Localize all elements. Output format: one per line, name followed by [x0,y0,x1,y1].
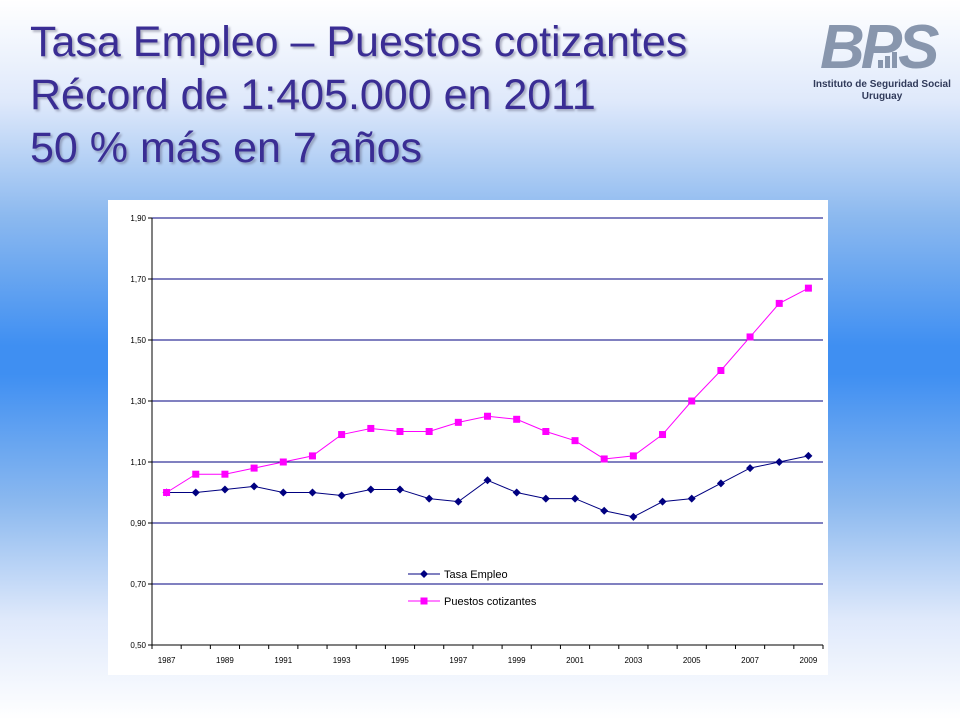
series-1-point-2005 [687,494,696,503]
bps-logo-bars-icon [878,52,897,68]
series-1-point-2004 [658,497,667,506]
series-1-point-1992 [308,488,317,497]
x-tick-label-1993: 1993 [333,656,351,665]
y-tick-label-6: 1,70 [130,275,146,284]
y-tick-label-7: 1,90 [130,214,146,223]
series-1-point-1991 [279,488,288,497]
x-tick-label-2005: 2005 [683,656,701,665]
x-tick-label-2001: 2001 [566,656,584,665]
x-tick-label-2009: 2009 [800,656,818,665]
series-2-point-1989 [221,470,229,478]
y-tick-label-3: 1,10 [130,458,146,467]
line-chart: 0,50 0,70 0,90 1,10 1,30 1,50 1,70 1,90 1987 1989… [130,214,824,665]
series-1-point-2006 [716,479,725,488]
x-tick-label-1997: 1997 [449,656,467,665]
legend-marker-2 [420,597,428,605]
bps-logo-subtitle: Instituto de Seguridad Social Uruguay [804,79,960,103]
y-tick-label-1: 0,70 [130,580,146,589]
series-1-point-2000 [541,494,550,503]
slide-title: Tasa Empleo – Puestos cotizantes Récord … [30,16,687,175]
y-tick-label-2: 0,90 [130,519,146,528]
series-1-point-2002 [600,506,609,515]
x-tick-label-1991: 1991 [274,656,292,665]
series-2-point-1995 [396,428,404,435]
bps-logo-subtitle-line-2: Uruguay [861,91,903,102]
series-2-point-1999 [513,415,521,423]
legend-label-1: Tasa Empleo [444,569,508,581]
legend-label-2: Puestos cotizantes [444,596,537,608]
series-1-point-2003 [629,512,638,521]
series-1-point-1995 [395,485,404,494]
series-1-point-1998 [483,476,492,485]
series-2-point-1990 [250,464,258,472]
series-1-point-2008 [775,458,784,466]
series-2-point-2006 [717,367,725,374]
bps-logo-subtitle-line-1: Instituto de Seguridad Social [813,79,951,90]
title-line-3: 50 % más en 7 años [30,124,423,172]
series-2-point-1991 [279,458,287,466]
y-tick-label-0: 0,50 [130,641,146,650]
series-1-point-1997 [454,497,463,506]
series-2-point-1997 [454,418,462,426]
series-2-point-1993 [338,431,346,439]
series-2-point-1987 [163,489,171,496]
title-line-1: Tasa Empleo – Puestos cotizantes [30,18,688,66]
series-1-point-1988 [191,488,200,497]
series-1-point-2009 [804,451,813,460]
chart-panel: 0,50 0,70 0,90 1,10 1,30 1,50 1,70 1,90 1987 1989… [108,200,828,675]
title-line-2: Récord de 1:405.000 en 2011 [30,71,596,119]
series-1-point-1996 [425,494,434,503]
series-2-point-2001 [571,437,579,445]
series-2-point-2005 [688,397,696,405]
series-2-point-2007 [746,333,754,341]
y-tick-label-5: 1,50 [130,336,146,345]
series-2-point-1992 [308,452,316,460]
series-1-point-1999 [512,488,521,497]
x-tick-label-1995: 1995 [391,656,409,665]
y-tick-label-4: 1,30 [130,397,146,406]
series-2-point-2008 [775,299,783,307]
series-2-point-2004 [659,431,667,439]
series-2-point-2009 [804,284,812,292]
series-2-point-1996 [425,428,433,435]
x-tick-label-1989: 1989 [216,656,234,665]
x-tick-label-2007: 2007 [741,656,759,665]
x-tick-label-1987: 1987 [158,656,176,665]
series-2-point-1994 [367,424,375,432]
series-2-point-2002 [600,455,608,463]
series-1-point-1989 [220,485,229,494]
series-1-point-2001 [571,494,580,503]
series-1-point-1994 [366,485,375,494]
legend-marker-1 [420,570,428,578]
series-2-point-1998 [484,412,491,420]
series-1-point-2007 [746,464,755,473]
series-1-point-1993 [337,491,346,500]
series-line-1 [166,455,809,518]
x-tick-label-2003: 2003 [624,656,642,665]
bps-logo-mark: BPS [820,13,943,82]
x-tick-label-1999: 1999 [508,656,526,665]
series-2-point-2000 [542,428,550,435]
series-2-point-2003 [629,452,637,460]
series-2-point-1988 [192,470,200,478]
bps-logo-wordmark: BPS [820,13,939,82]
series-1-point-1990 [250,482,259,491]
